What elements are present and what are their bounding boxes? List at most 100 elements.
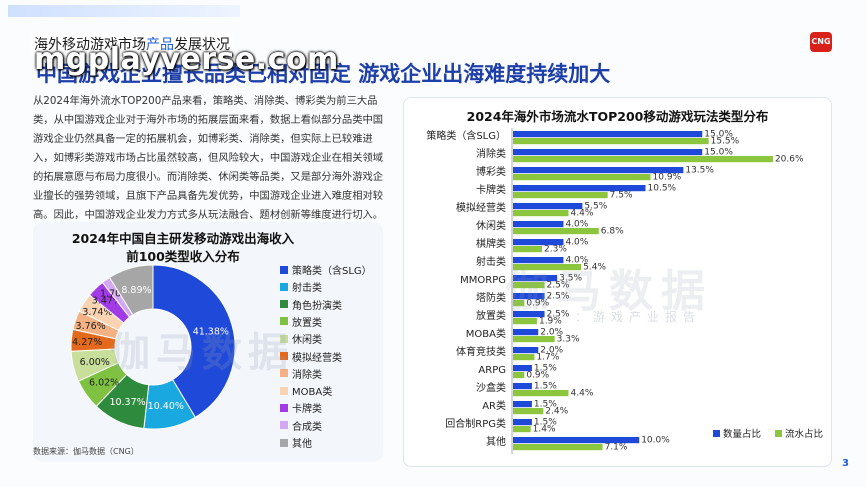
donut-title-line-2: 前100类型收入分布 [126,249,240,264]
donut-chart-title: 2024年中国自主研发移动游戏出海收入 前100类型收入分布 [33,230,333,266]
bar-count [513,275,558,282]
bar-value-label: 4.0% [565,238,588,248]
bar-value-label: 15.0% [704,148,733,158]
bar-value-label: 10.5% [648,184,677,194]
bar-revenue [513,282,545,289]
donut-legend-item: 卡牌类 [280,400,322,415]
bar-category-label: MOBA类 [466,327,506,340]
legend-label: 休闲类 [292,335,322,347]
bar-revenue [513,246,543,253]
section-tag: 海外移动游戏市场产品发展状况 [30,33,234,55]
bar-value-label: 20.6% [775,155,804,165]
bar-count [513,203,583,210]
donut-slice [108,264,154,316]
bar-value-label: 0.9% [526,299,549,309]
bar-category-label: 休闲类 [476,219,506,232]
bar-chart-title: 2024年海外市场流水TOP200移动游戏玩法类型分布 [466,109,769,124]
bar-count [513,311,545,318]
bar-legend-swatch [775,430,782,437]
bar-value-label: 7.1% [605,443,628,453]
legend-swatch [280,265,288,274]
legend-label: 卡牌类 [292,404,322,416]
bar-legend-label: 数量占比 [723,428,761,440]
page-headline: 中国游戏企业擅长品类已相对固定 游戏企业出海难度持续加大 [36,62,611,86]
donut-slice-label: 8.89% [121,285,151,296]
legend-label: 放置类 [292,317,322,329]
bar-count [513,131,703,138]
bar-value-label: 2.0% [540,346,563,356]
bar-revenue [513,264,582,271]
bar-category-label: ARPG [478,365,506,376]
intro-paragraph: 从2024年海外流水TOP200产品来看，策略类、消除类、博彩类为前三大品类，从… [33,95,384,221]
page-number: 3 [842,458,849,469]
legend-swatch [280,438,288,447]
watermark-sub: ：游戏产业报告 [575,310,702,324]
bar-count [513,419,532,426]
donut-title-line-1: 2024年中国自主研发移动游戏出海收入 [71,231,295,246]
legend-swatch [280,352,288,360]
bar-revenue [513,390,569,397]
legend-label: 合成类 [292,421,322,433]
bar-revenue [513,426,531,433]
bar-value-label: 15.5% [711,137,740,147]
legend-swatch [280,300,288,309]
bar-count [513,185,646,192]
bar-revenue [513,372,525,379]
bar-value-label: 10.0% [641,436,670,446]
bar-value-label: 4.0% [565,220,588,230]
section-tag-suffix: 发展状况 [174,37,230,53]
donut-slice [152,264,236,418]
bar-count [513,437,640,444]
donut-legend-item: 消除类 [280,366,322,381]
donut-legend-item: 模拟经营类 [280,349,342,364]
bar-revenue [513,336,555,343]
data-source: 数据来源：伽马数据（CNG） [33,447,139,456]
donut-legend-item: 休闲类 [280,331,322,346]
bar-count [513,239,564,246]
legend-label: 射击类 [292,283,322,295]
watermark-url: mgplayverse.com [34,42,339,77]
legend-swatch [280,421,288,430]
legend-swatch [280,403,288,412]
bar-category-label: 棋牌类 [476,237,506,250]
bar-category-label: 放置类 [476,309,506,322]
bar-count [513,347,539,354]
donut-legend-item: 角色扮演类 [280,297,342,312]
section-tag-prefix: 海外移动游戏市场 [34,37,146,53]
bar-value-label: 1.4% [533,425,556,435]
donut-slice-label: 3.74% [82,307,112,318]
bar-count [513,149,703,156]
bar-revenue [513,174,651,181]
bar-count [513,257,564,264]
header-accent-bar [8,5,240,17]
bar-revenue [513,354,535,361]
bar-value-label: 2.5% [547,310,570,320]
bar-category-label: MMORPG [460,275,506,286]
bar-value-label: 3.5% [559,274,582,284]
donut-legend-item: 射击类 [280,279,322,294]
donut-legend-item: 合成类 [280,418,322,433]
cng-logo: CNG [810,32,832,52]
bar-count [513,167,684,174]
bar-category-label: 塔防类 [476,291,506,304]
bar-value-label: 10.9% [653,173,682,183]
donut-slice-label: 3.76% [76,321,106,332]
bar-value-label: 2.5% [547,281,570,291]
bar-value-label: 5.4% [583,263,606,273]
bar-count [513,383,532,390]
bar-value-label: 1.5% [534,400,557,410]
section-tag-highlight: 产品 [146,37,174,53]
legend-swatch [280,317,288,326]
bar-revenue [513,300,525,307]
donut-chart-panel: 2024年中国自主研发移动游戏出海收入 前100类型收入分布 41.38% 10.… [33,222,383,462]
bar-count [513,329,539,336]
bar-category-label: 卡牌类 [476,183,506,196]
legend-label: MOBA类 [292,387,333,399]
legend-label: 模拟经营类 [292,352,342,364]
bar-value-label: 2.0% [540,328,563,338]
bar-value-label: 0.9% [526,371,549,381]
bar-value-label: 1.5% [534,364,557,374]
legend-swatch [280,386,288,395]
bar-chart-panel: 2024年海外市场流水TOP200移动游戏玩法类型分布 策略类（含SLG） 15.… [403,97,832,467]
